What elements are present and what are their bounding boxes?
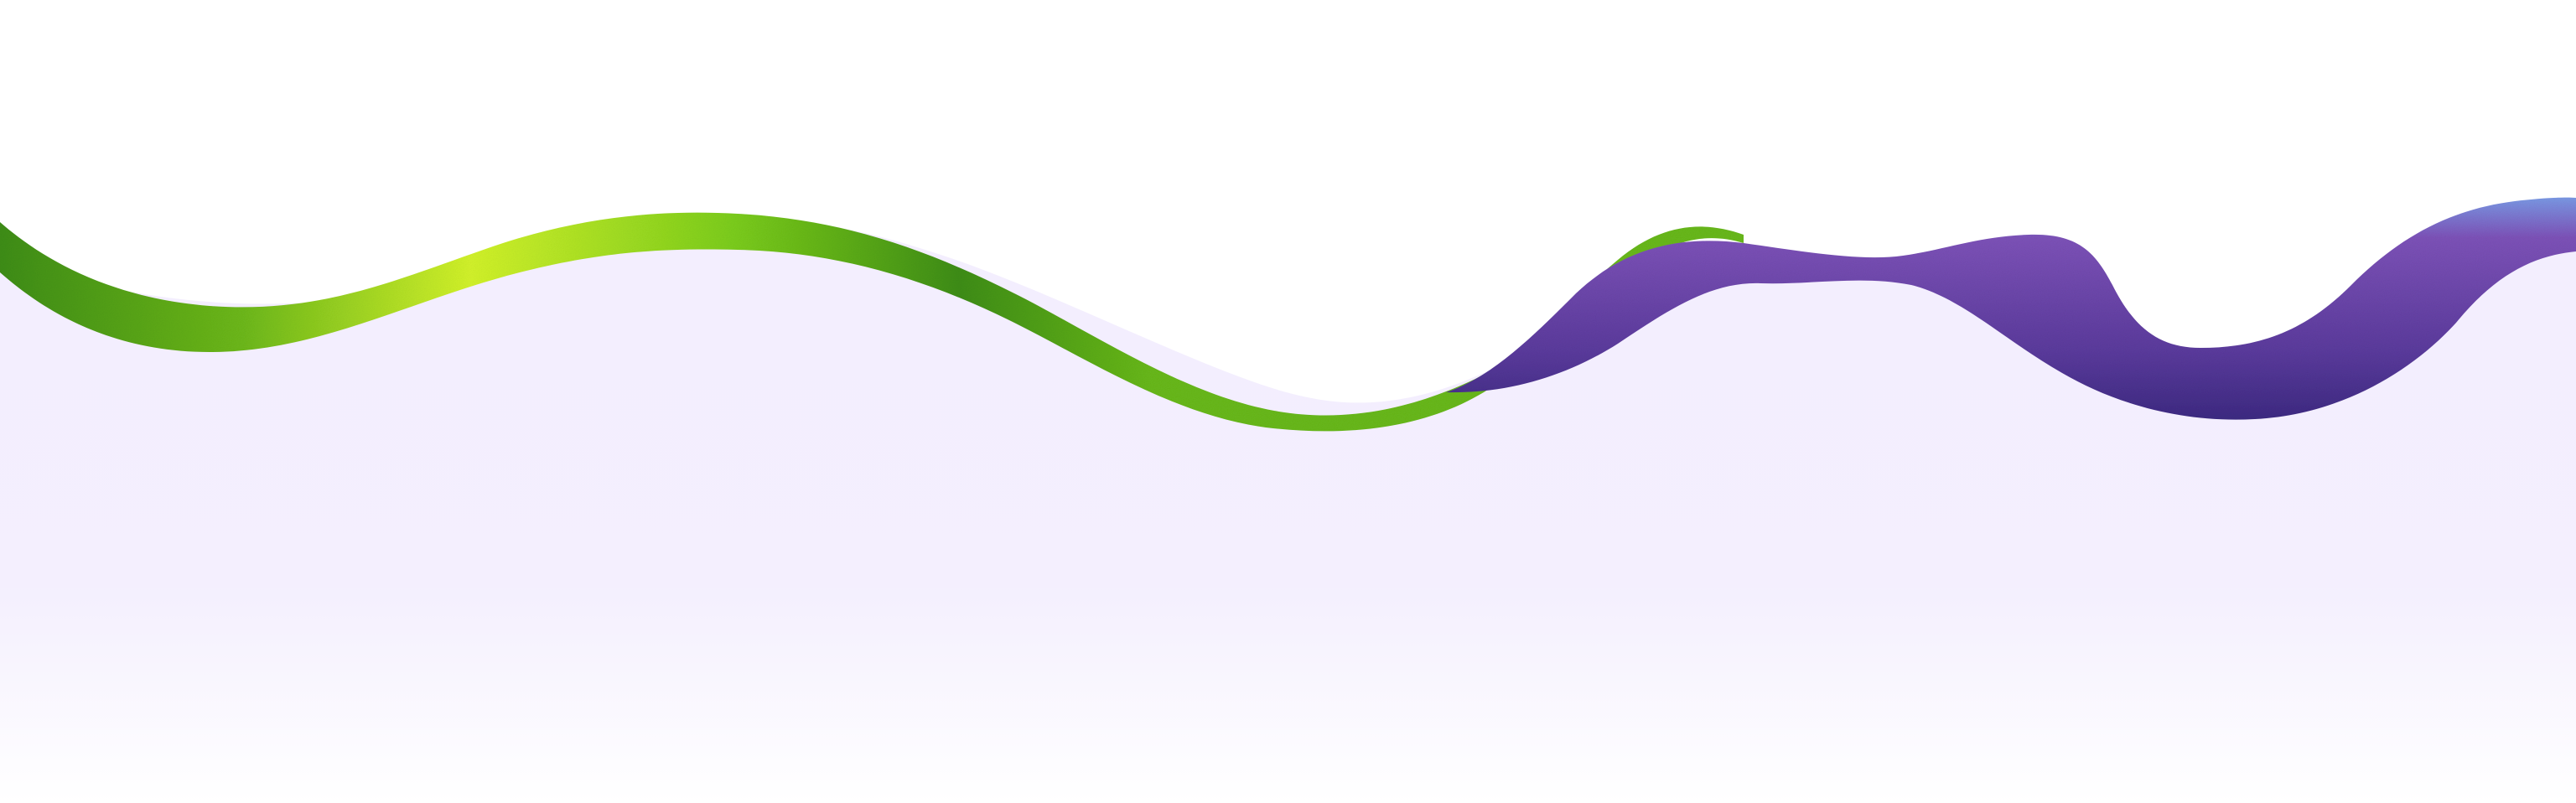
- lavender-background-fill: [0, 218, 2576, 803]
- purple-ribbon: [1446, 197, 2576, 420]
- green-ribbon: [0, 212, 1744, 432]
